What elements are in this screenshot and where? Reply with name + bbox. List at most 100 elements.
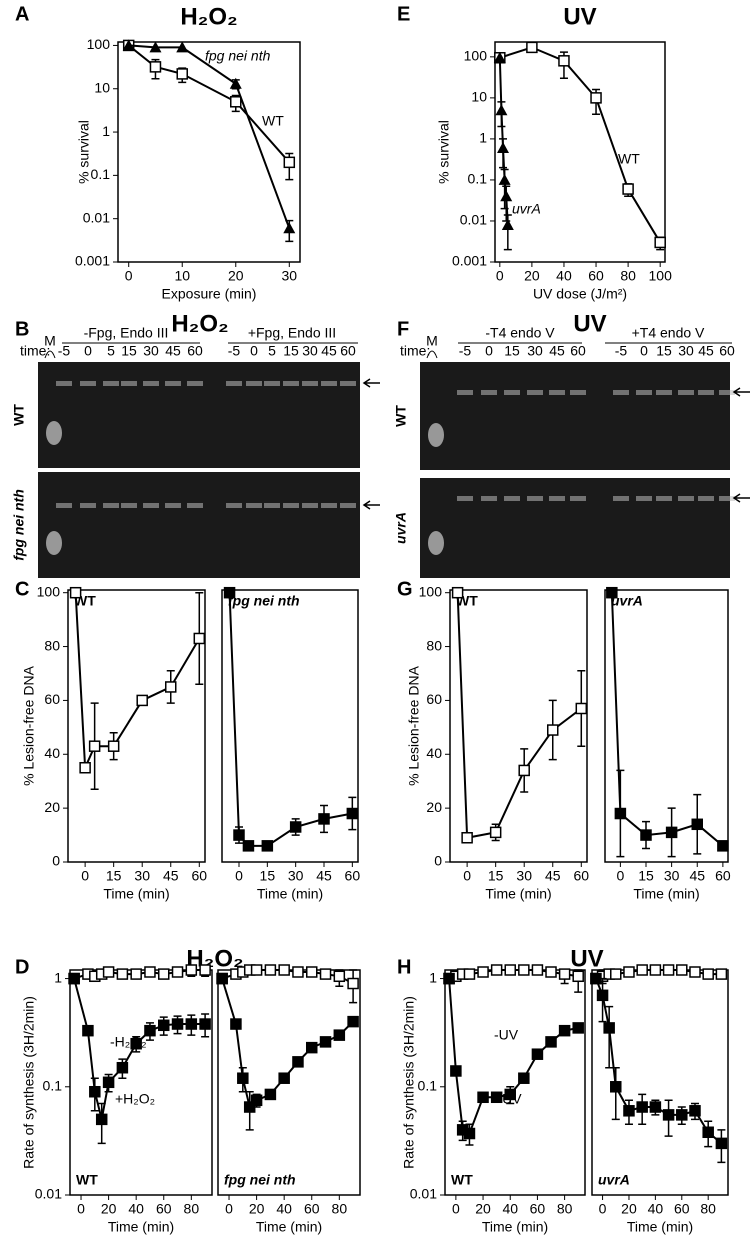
square-marker — [250, 1094, 263, 1107]
square-marker — [237, 1072, 249, 1084]
gel-band — [165, 503, 181, 508]
gel-band — [80, 381, 96, 386]
square-marker — [165, 681, 177, 693]
lane-label: 60 — [187, 343, 203, 359]
row-label: fpg nei nth — [11, 489, 27, 561]
gel-band — [549, 496, 565, 501]
x-axis-label: UV dose (J/m²) — [533, 286, 627, 302]
gel-band — [340, 503, 356, 508]
triangle-marker — [283, 222, 296, 234]
x-tick-label: 80 — [557, 1201, 573, 1217]
square-marker — [130, 968, 142, 980]
y-axis-label: Rate of synthesis (3H/2min) — [401, 996, 417, 1169]
square-marker — [610, 1081, 622, 1093]
y-tick-label: 20 — [426, 799, 442, 815]
panel-title: UV — [563, 3, 596, 30]
x-tick-label: 20 — [228, 268, 244, 284]
error-bar — [611, 1066, 620, 1121]
y-axis-label: % survival — [436, 120, 452, 184]
square-marker — [69, 586, 82, 599]
square-marker — [649, 964, 662, 976]
gel-band — [143, 503, 159, 508]
gel-band — [187, 503, 203, 508]
series-line — [610, 592, 724, 847]
x-tick-label: 30 — [134, 868, 150, 884]
square-marker — [717, 840, 729, 852]
lane-label: 30 — [143, 343, 159, 359]
x-tick-label: 40 — [556, 268, 572, 284]
square-marker — [193, 632, 206, 645]
square-marker — [545, 1036, 557, 1048]
square-marker — [603, 1022, 615, 1034]
x-tick-label: 0 — [599, 1201, 607, 1217]
square-marker — [89, 1085, 101, 1098]
y-tick-label: 100 — [419, 583, 443, 599]
square-marker — [136, 694, 148, 707]
lane-label: 5 — [268, 343, 276, 359]
y-axis-label: % Lesion-free DNA — [406, 665, 422, 785]
square-marker — [319, 968, 332, 980]
square-marker — [558, 968, 571, 980]
square-marker — [477, 966, 489, 978]
lane-label: 5 — [107, 343, 115, 359]
x-tick-label: 0 — [496, 268, 504, 284]
inset-label: fpg nei nth — [228, 593, 300, 609]
arrow — [732, 387, 750, 397]
x-axis-label: Time (min) — [257, 886, 323, 902]
plot-frame — [221, 589, 359, 863]
gel-band — [302, 381, 318, 386]
x-tick-label: 0 — [235, 868, 243, 884]
x-axis-label: Time (min) — [108, 1219, 174, 1235]
x-tick-label: 80 — [184, 1201, 200, 1217]
lane-label: -5 — [58, 343, 71, 359]
square-marker — [88, 740, 101, 752]
gel-image — [38, 472, 360, 578]
gel-band — [80, 503, 96, 508]
square-marker — [622, 183, 634, 195]
y-tick-label: 1 — [429, 969, 437, 985]
square-marker — [654, 236, 666, 249]
group-label: -T4 endo V — [485, 325, 555, 341]
row-label: uvrA — [393, 512, 409, 544]
x-tick-label: 15 — [488, 868, 504, 884]
triangle-marker — [498, 173, 511, 185]
square-marker — [649, 1101, 662, 1113]
square-marker — [242, 840, 255, 852]
y-tick-label: 80 — [426, 637, 442, 653]
gel-band — [103, 503, 119, 508]
square-marker — [233, 829, 245, 841]
square-marker — [662, 1109, 675, 1121]
square-marker — [531, 964, 544, 976]
panel-letter: E — [397, 3, 410, 25]
square-marker — [450, 1065, 462, 1077]
square-marker — [636, 1101, 648, 1113]
gel-band — [283, 503, 299, 508]
square-marker — [283, 156, 296, 169]
x-tick-label: 45 — [545, 868, 561, 884]
marker-lane — [428, 531, 444, 555]
square-marker — [144, 966, 156, 978]
plot-frame — [604, 589, 729, 863]
plot-frame — [67, 589, 206, 863]
gel-image — [38, 362, 360, 468]
x-tick-label: 80 — [620, 268, 636, 284]
y-tick-label: 40 — [426, 745, 442, 761]
square-marker — [614, 807, 627, 820]
square-marker — [477, 1091, 489, 1104]
x-tick-label: 20 — [249, 1201, 265, 1217]
annotation: fpg nei nth — [205, 48, 271, 64]
gel-band — [570, 496, 586, 501]
y-tick-label: 0 — [434, 853, 442, 869]
lane-label: -5 — [459, 343, 472, 359]
square-marker — [558, 1024, 571, 1037]
square-marker — [590, 972, 602, 985]
marker-label: M — [426, 333, 438, 349]
y-tick-label: 100 — [87, 36, 111, 52]
lane-label: 30 — [678, 343, 694, 359]
square-marker — [702, 968, 714, 980]
square-marker — [443, 972, 455, 985]
gel-band — [143, 381, 159, 386]
x-axis-label: Time (min) — [482, 1219, 548, 1235]
square-marker — [185, 1018, 198, 1030]
panel-letter: B — [15, 318, 29, 340]
